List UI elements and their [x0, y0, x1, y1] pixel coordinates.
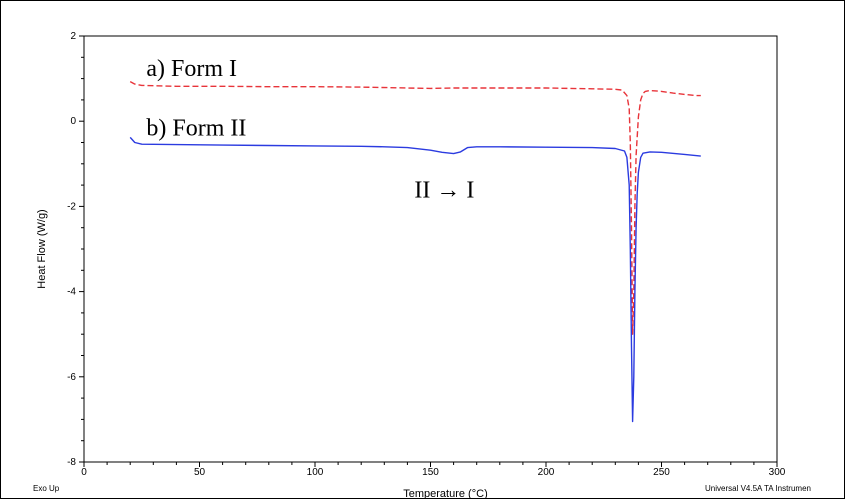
series-line-form-i — [129, 80, 701, 335]
annotation-1: b) Form II — [146, 116, 246, 142]
y-tick-label: 0 — [70, 116, 76, 127]
x-tick-label: 150 — [422, 467, 439, 478]
x-tick-label: 200 — [538, 467, 555, 478]
y-axis-label: Heat Flow (W/g) — [36, 209, 48, 288]
annotation-0: a) Form I — [146, 56, 237, 82]
x-tick-label: 300 — [769, 467, 786, 478]
annotations: a) Form I b) Form II II → I — [146, 56, 474, 203]
y-tick-label: -4 — [67, 287, 76, 298]
x-axis-label: Temperature (°C) — [403, 488, 487, 499]
x-tick-label: 50 — [194, 467, 206, 478]
x-tick-label: 100 — [307, 467, 324, 478]
annotation-2: II → I — [414, 177, 474, 203]
y-tick-label: -8 — [67, 457, 76, 468]
y-tick-label: 2 — [70, 31, 76, 42]
y-tick-label: -2 — [67, 201, 76, 212]
y-tick-label: -6 — [67, 372, 76, 383]
axes: -8 -6 -4 -2 0 2 0 50 100 150 200 250 300 — [67, 31, 786, 478]
exo-up-label: Exo Up — [33, 484, 60, 493]
series-group — [129, 80, 701, 423]
x-tick-label: 250 — [653, 467, 670, 478]
x-tick-label: 0 — [81, 467, 87, 478]
series-line-form-ii — [129, 136, 701, 423]
plot-area — [83, 35, 778, 463]
instrument-label: Universal V4.5A TA Instrumen — [705, 484, 811, 493]
